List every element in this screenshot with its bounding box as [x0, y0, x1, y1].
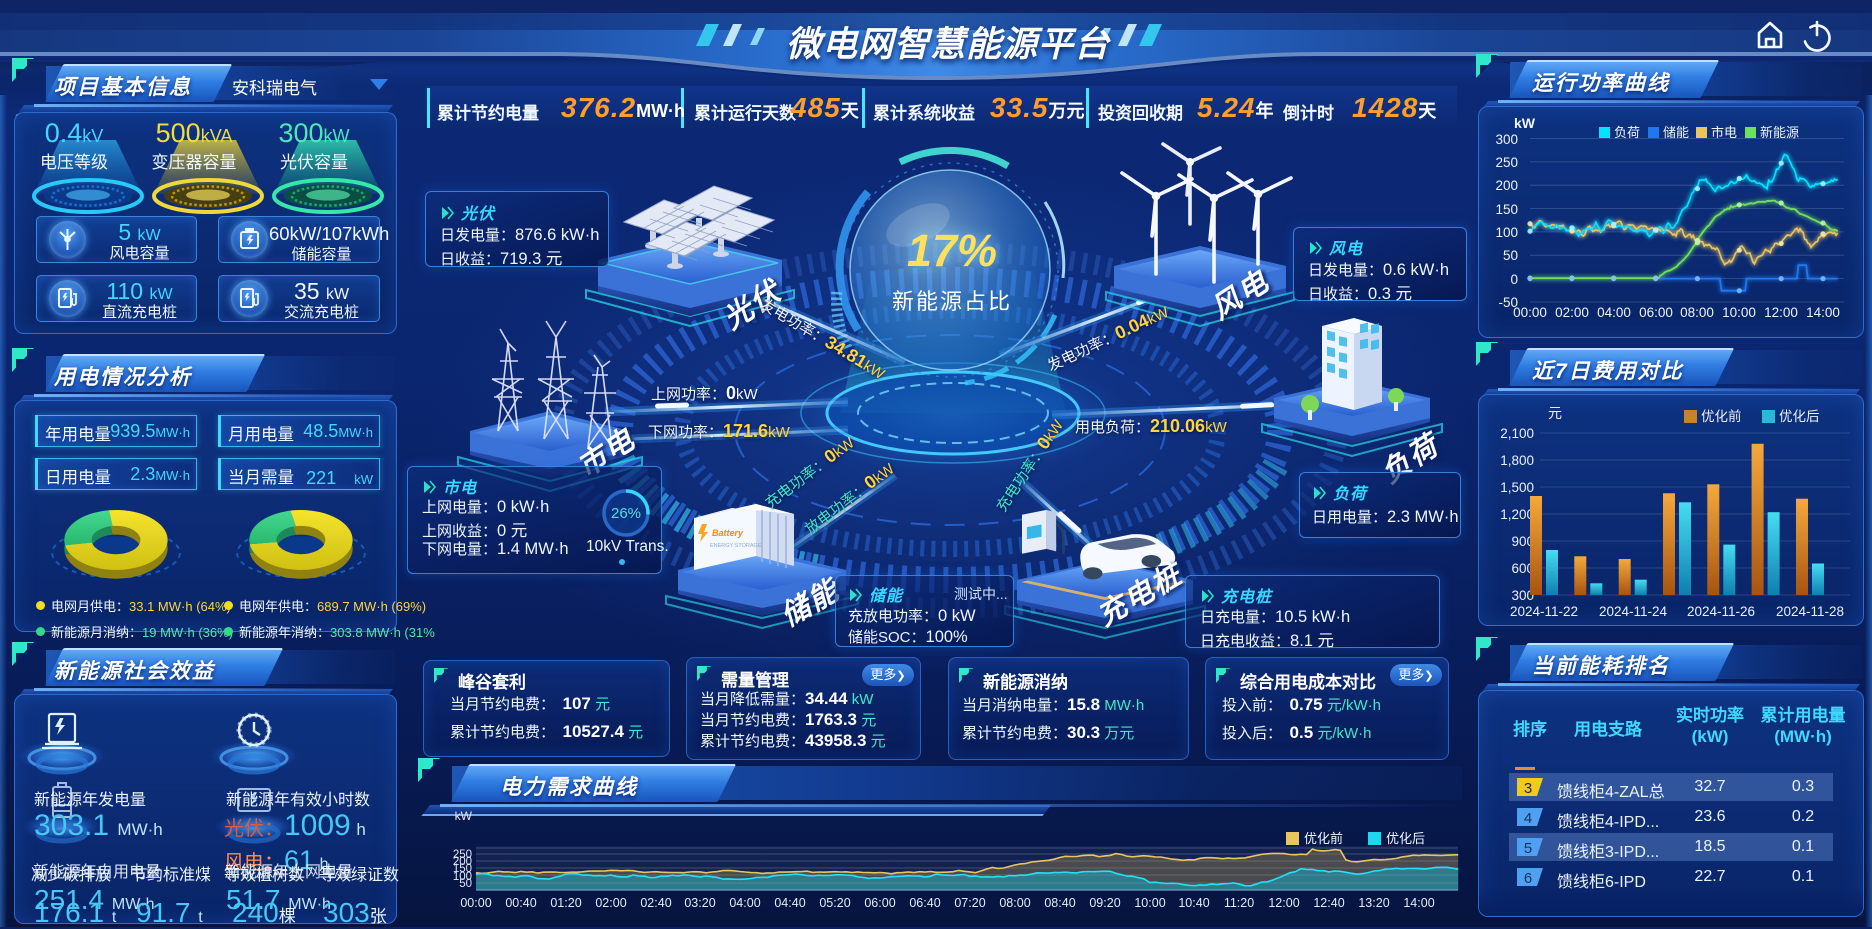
svg-text:kW: kW: [1514, 115, 1536, 131]
svg-text:1,200: 1,200: [1500, 507, 1534, 522]
svg-text:10:40: 10:40: [1178, 896, 1209, 910]
svg-text:12:00: 12:00: [1764, 305, 1798, 320]
svg-text:10:00: 10:00: [1134, 896, 1165, 910]
svg-text:3: 3: [1524, 780, 1532, 797]
svg-text:00:00: 00:00: [460, 896, 491, 910]
svg-text:50: 50: [1503, 248, 1518, 263]
svg-text:900: 900: [1511, 534, 1534, 549]
svg-text:08:40: 08:40: [1044, 896, 1075, 910]
svg-text:2024-11-28: 2024-11-28: [1776, 604, 1844, 619]
svg-text:02:00: 02:00: [595, 896, 626, 910]
svg-text:05:20: 05:20: [819, 896, 850, 910]
svg-text:26%: 26%: [611, 505, 641, 522]
svg-text:01:20: 01:20: [550, 896, 581, 910]
svg-text:1,800: 1,800: [1500, 453, 1534, 468]
svg-text:负荷: 负荷: [1614, 125, 1640, 140]
svg-text:08:00: 08:00: [1680, 305, 1714, 320]
svg-text:00:00: 00:00: [1513, 305, 1547, 320]
svg-text:300: 300: [1495, 132, 1518, 147]
svg-text:02:40: 02:40: [640, 896, 671, 910]
svg-text:04:00: 04:00: [1597, 305, 1631, 320]
svg-text:10:00: 10:00: [1722, 305, 1756, 320]
svg-text:02:00: 02:00: [1555, 305, 1589, 320]
svg-text:元: 元: [1548, 405, 1562, 421]
svg-text:6: 6: [1524, 870, 1532, 887]
svg-text:250: 250: [453, 849, 472, 861]
svg-text:14:00: 14:00: [1806, 305, 1840, 320]
svg-text:11:20: 11:20: [1224, 896, 1254, 910]
svg-text:06:00: 06:00: [864, 896, 895, 910]
svg-text:2024-11-26: 2024-11-26: [1687, 604, 1755, 619]
svg-text:03:20: 03:20: [684, 896, 715, 910]
svg-text:5: 5: [1524, 840, 1532, 857]
svg-text:12:00: 12:00: [1268, 896, 1299, 910]
svg-text:300: 300: [1511, 588, 1534, 603]
svg-text:0: 0: [1510, 272, 1518, 287]
svg-text:100: 100: [1495, 225, 1518, 240]
svg-text:06:40: 06:40: [909, 896, 940, 910]
svg-text:08:00: 08:00: [999, 896, 1030, 910]
svg-text:2024-11-24: 2024-11-24: [1599, 604, 1668, 619]
svg-text:250: 250: [1495, 155, 1518, 170]
svg-text:00:40: 00:40: [505, 896, 536, 910]
svg-text:-50: -50: [1498, 295, 1518, 310]
svg-text:4: 4: [1524, 810, 1532, 827]
svg-text:100: 100: [453, 871, 472, 883]
svg-text:新能源: 新能源: [1760, 125, 1799, 140]
svg-text:150: 150: [1495, 202, 1518, 217]
svg-text:50: 50: [459, 878, 472, 890]
svg-text:12:40: 12:40: [1313, 896, 1344, 910]
svg-text:600: 600: [1511, 561, 1534, 576]
svg-text:2,100: 2,100: [1500, 426, 1534, 441]
svg-text:13:20: 13:20: [1358, 896, 1389, 910]
svg-text:ENERGY STORAGE: ENERGY STORAGE: [710, 543, 762, 549]
svg-text:09:20: 09:20: [1089, 896, 1120, 910]
svg-text:kW: kW: [455, 809, 473, 823]
svg-text:150: 150: [453, 863, 472, 875]
svg-text:市电: 市电: [1711, 125, 1737, 140]
svg-text:07:20: 07:20: [954, 896, 985, 910]
svg-text:Battery: Battery: [712, 528, 744, 538]
svg-text:04:00: 04:00: [729, 896, 760, 910]
svg-text:14:00: 14:00: [1403, 896, 1434, 910]
svg-text:04:40: 04:40: [774, 896, 805, 910]
svg-text:06:00: 06:00: [1639, 305, 1673, 320]
svg-text:2024-11-22: 2024-11-22: [1510, 604, 1578, 619]
svg-text:优化前: 优化前: [1701, 408, 1742, 424]
svg-text:200: 200: [453, 856, 472, 868]
svg-text:储能: 储能: [1663, 125, 1689, 140]
svg-text:200: 200: [1495, 178, 1518, 193]
svg-text:1,500: 1,500: [1500, 480, 1534, 495]
svg-text:优化后: 优化后: [1779, 409, 1820, 424]
